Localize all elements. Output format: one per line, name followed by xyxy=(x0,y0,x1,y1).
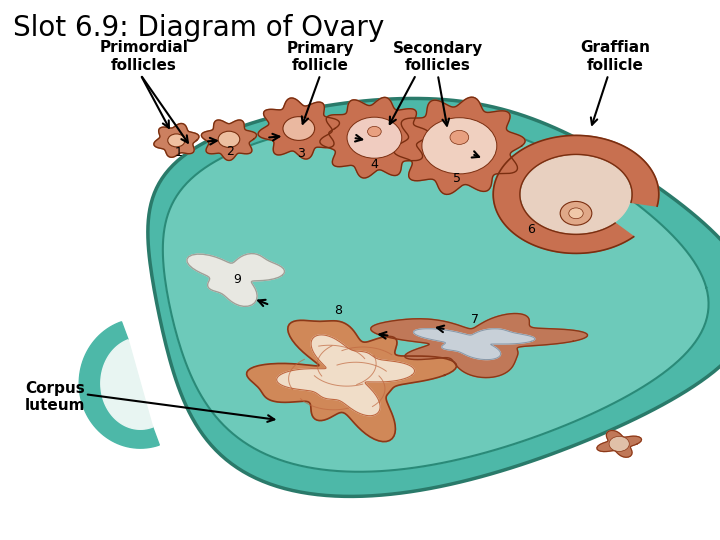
Circle shape xyxy=(218,131,240,147)
Text: 7: 7 xyxy=(471,313,480,326)
Text: 2: 2 xyxy=(227,145,234,158)
Text: 5: 5 xyxy=(453,172,462,185)
Polygon shape xyxy=(597,430,642,457)
Circle shape xyxy=(609,436,629,451)
Polygon shape xyxy=(79,322,159,448)
Polygon shape xyxy=(163,118,708,472)
Text: 9: 9 xyxy=(234,273,241,286)
Circle shape xyxy=(168,134,185,147)
Polygon shape xyxy=(521,156,631,233)
Text: 3: 3 xyxy=(297,147,305,160)
Polygon shape xyxy=(320,97,429,178)
Polygon shape xyxy=(394,97,525,194)
Circle shape xyxy=(569,208,583,219)
Text: 1: 1 xyxy=(175,146,182,159)
Text: Primordial
follicles: Primordial follicles xyxy=(99,40,189,73)
Polygon shape xyxy=(101,340,153,429)
Text: Primary
follicle: Primary follicle xyxy=(287,40,354,73)
Polygon shape xyxy=(202,120,256,160)
Text: Secondary
follicles: Secondary follicles xyxy=(392,40,483,73)
Circle shape xyxy=(450,130,469,144)
Polygon shape xyxy=(148,98,720,496)
Circle shape xyxy=(422,118,497,174)
Circle shape xyxy=(347,117,402,158)
Polygon shape xyxy=(154,124,199,157)
Text: 4: 4 xyxy=(371,158,378,171)
Polygon shape xyxy=(276,335,415,416)
Polygon shape xyxy=(493,136,659,253)
Polygon shape xyxy=(413,329,535,360)
Circle shape xyxy=(283,117,315,140)
Text: 8: 8 xyxy=(334,304,343,317)
Polygon shape xyxy=(247,320,456,442)
Circle shape xyxy=(560,201,592,225)
Text: 6: 6 xyxy=(528,223,535,236)
Text: Slot 6.9: Diagram of Ovary: Slot 6.9: Diagram of Ovary xyxy=(13,14,384,42)
Circle shape xyxy=(368,126,382,137)
Text: Corpus
luteum: Corpus luteum xyxy=(25,381,86,413)
Polygon shape xyxy=(187,254,284,306)
Polygon shape xyxy=(258,98,339,159)
Polygon shape xyxy=(371,314,588,377)
Text: Graffian
follicle: Graffian follicle xyxy=(580,40,651,73)
